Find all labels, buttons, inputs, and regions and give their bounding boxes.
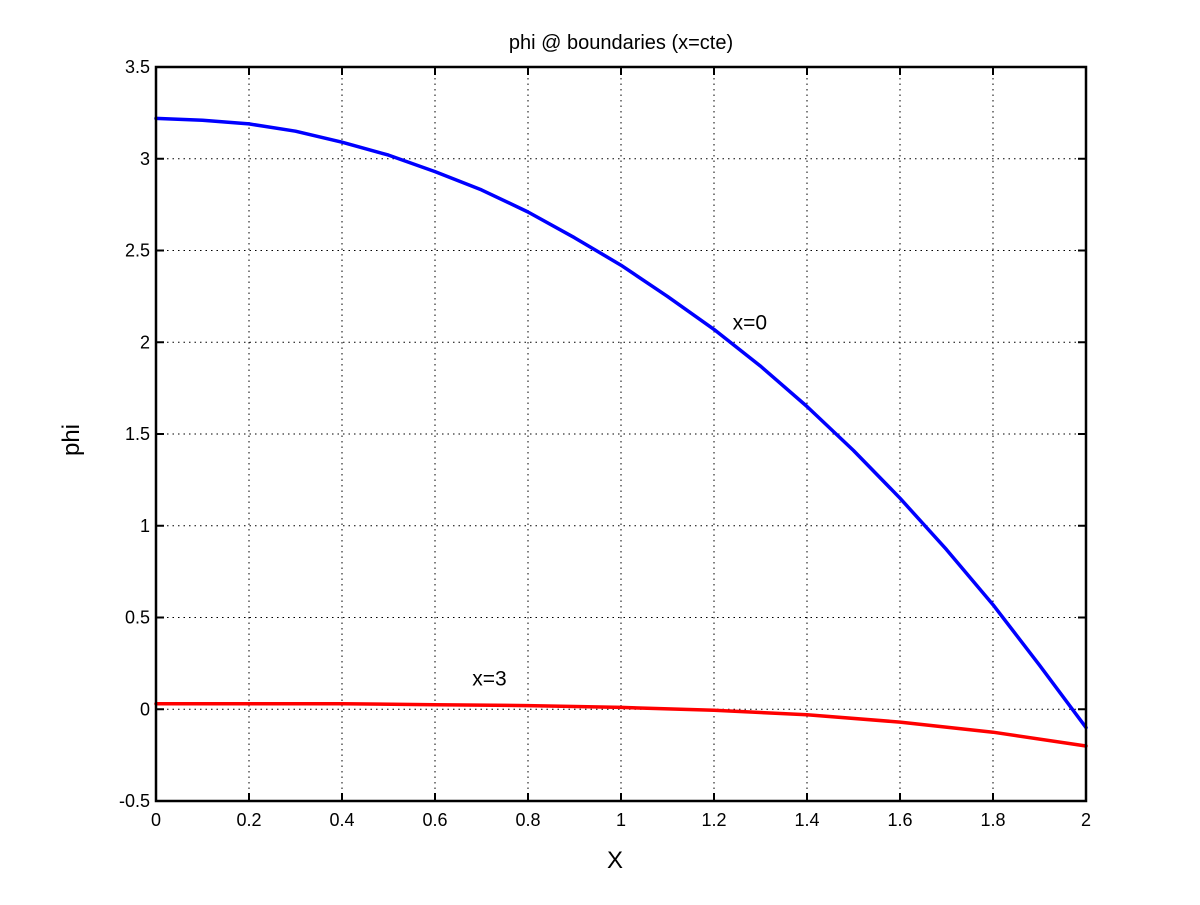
y-axis-label: phi xyxy=(58,424,85,456)
x-tick-label: 1 xyxy=(616,810,626,830)
y-tick-label: 0 xyxy=(140,699,150,719)
y-tick-label: 2 xyxy=(140,332,150,352)
y-tick-label: 3.5 xyxy=(125,57,150,77)
annotation-x-0: x=0 xyxy=(733,311,767,334)
ticks xyxy=(155,66,1087,802)
y-tick-label: 3 xyxy=(140,149,150,169)
x-tick-label: 1.8 xyxy=(980,810,1005,830)
y-tick-label: 1 xyxy=(140,516,150,536)
x-tick-label: 0.8 xyxy=(515,810,540,830)
series-line-x-3 xyxy=(154,701,1088,748)
x-tick-label: 1.2 xyxy=(701,810,726,830)
x-tick-label: 0 xyxy=(151,810,161,830)
series-layer xyxy=(154,116,1088,748)
x-tick-label: 0.6 xyxy=(422,810,447,830)
x-tick-label: 0.2 xyxy=(236,810,261,830)
x-tick-label: 1.4 xyxy=(794,810,819,830)
y-tick-label: 2.5 xyxy=(125,241,150,261)
x-axis-label: X xyxy=(607,847,623,874)
y-tick-label: 1.5 xyxy=(125,424,150,444)
grid xyxy=(156,67,1086,801)
chart-title: phi @ boundaries (x=cte) xyxy=(509,32,733,54)
annotations: x=0 x=3 xyxy=(472,311,767,690)
x-tick-label: 0.4 xyxy=(329,810,354,830)
y-tick-label: -0.5 xyxy=(119,791,150,811)
tick-labels: 0 0.2 0.4 0.6 0.8 1 1.2 1.4 1.6 1.8 2-0.500.511.52… xyxy=(119,57,1091,830)
annotation-x-3: x=3 xyxy=(472,667,506,690)
series-line-x-0 xyxy=(154,116,1088,730)
y-tick-label: 0.5 xyxy=(125,608,150,628)
x-tick-label: 1.6 xyxy=(887,810,912,830)
x-tick-label: 2 xyxy=(1081,810,1091,830)
